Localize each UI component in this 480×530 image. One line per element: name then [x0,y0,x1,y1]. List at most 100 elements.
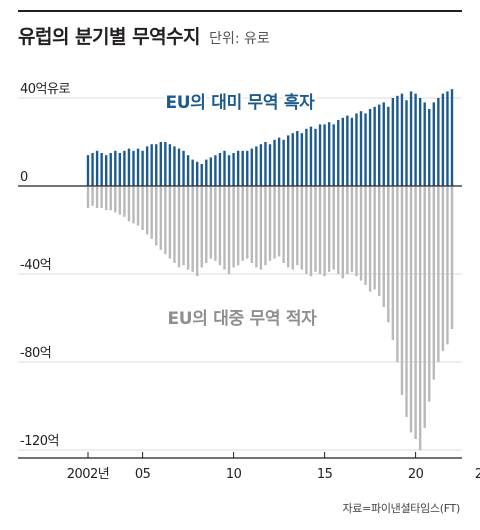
china-deficit-bar [209,187,213,259]
china-deficit-bar [305,187,308,274]
china-deficit-bar [314,187,317,272]
us-surplus-bar [259,144,263,186]
us-surplus-bar [327,122,331,186]
us-surplus-bar [423,102,426,186]
us-surplus-bar [100,153,103,186]
us-surplus-bar [409,91,413,186]
us-surplus-bar [95,150,99,186]
us-surplus-bar [355,113,358,186]
china-deficit-bar [450,187,454,329]
china-deficit-bar [127,187,131,222]
us-surplus-bar [368,109,372,186]
china-deficit-bar [191,187,194,272]
china-deficit-bar [136,187,140,226]
us-surplus-bar [105,155,108,186]
us-surplus-bar [314,128,317,186]
china-deficit-bar [368,187,372,292]
us-surplus-bar [405,100,408,186]
x-tick-label: 10 [226,467,242,482]
us-surplus-bar [446,91,449,186]
china-deficit-bar [373,187,376,290]
china-deficit-bar [378,187,381,296]
y-tick-label: 40억유로 [20,82,70,97]
china-deficit-bar [250,187,253,263]
china-deficit-bar [91,187,94,206]
us-surplus-bar [227,155,231,186]
china-deficit-bar [186,187,190,270]
x-tick-label: 24년 [475,467,480,482]
us-surplus-bar [341,117,344,186]
china-deficit-bar [282,187,285,263]
us-surplus-bar [428,109,431,186]
china-deficit-bar [123,187,126,217]
china-deficit-bar [341,187,344,279]
china-deficit-bar [145,187,149,235]
china-deficit-bar [287,187,290,268]
china-deficit-bar [423,187,426,428]
us-surplus-bar [86,155,90,186]
us-surplus-bar [387,106,390,186]
us-surplus-bar [359,111,363,186]
us-surplus-bar [246,150,249,186]
china-deficit-bar [114,187,117,213]
y-tick-label: -120억 [20,434,59,449]
us-surplus-bar [114,150,117,186]
china-deficit-bar [200,187,203,268]
china-deficit-bar [355,187,358,277]
us-surplus-bar [177,148,181,186]
china-deficit-bar [159,187,162,250]
china-deficit-bar [164,187,167,255]
china-deficit-bar [359,187,363,281]
us-surplus-bar [200,164,203,186]
china-deficit-bar [391,187,395,340]
us-surplus-bar [450,89,454,186]
x-tick-label: 15 [317,467,333,482]
us-surplus-bar [268,144,272,186]
china-deficit-bar [327,187,331,272]
us-surplus-bar [296,131,299,186]
china-deficit-bar [382,187,385,307]
us-surplus-bar [209,157,213,186]
china-deficit-bar [441,187,445,351]
china-deficit-bar [268,187,272,261]
us-surplus-bar [277,137,281,186]
us-surplus-bar [118,153,122,186]
us-surplus-bar [223,150,226,186]
china-deficit-bar [318,187,322,274]
us-surplus-bar [155,144,158,186]
us-surplus-bar [173,146,176,186]
china-deficit-bar [86,187,90,208]
china-deficit-bar [432,187,435,380]
china-deficit-bar [141,187,144,230]
us-surplus-bar [382,102,385,186]
china-deficit-bar [118,187,122,215]
x-tick-label: 2002년 [67,467,110,482]
us-surplus-bar [318,124,322,186]
us-surplus-bar [255,146,258,186]
us-surplus-bar [218,153,222,186]
us-surplus-bar [145,146,149,186]
y-tick-label: -40억 [20,258,51,273]
us-surplus-bar [309,126,313,186]
us-surplus-bar [273,139,276,186]
china-deficit-bar [223,187,226,270]
us-surplus-bar [346,115,349,186]
china-deficit-bar [332,187,335,270]
us-surplus-bar [373,106,376,186]
china-deficit-bar [177,187,181,268]
china-deficit-bar [300,187,304,270]
us-surplus-bar [323,124,326,186]
us-surplus-bar [141,150,144,186]
us-surplus-bar [364,113,367,186]
us-surplus-bar [159,142,162,186]
y-tick-label: -80억 [20,346,51,361]
china-deficit-bar [364,187,367,285]
us-surplus-bar [305,128,308,186]
us-surplus-bar [300,133,304,186]
us-surplus-bar [214,155,217,186]
chart-header: 유럽의 분기별 무역수지 단위: 유로 [18,22,270,49]
china-deficit-bar [264,187,267,266]
us-surplus-bar [168,144,172,186]
x-tick-label: 20 [408,467,424,482]
x-tick-label: 05 [135,467,151,482]
